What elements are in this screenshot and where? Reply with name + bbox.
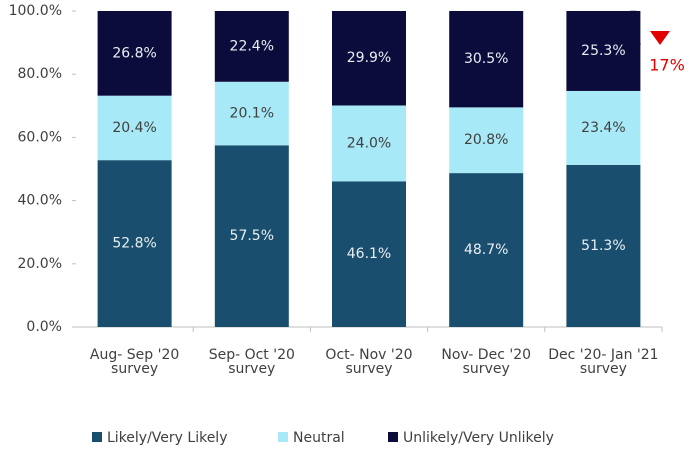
bar-segment: [214, 11, 289, 82]
bar-segment: [332, 181, 406, 327]
value-label: 24.0%: [347, 135, 391, 151]
x-tick-label: Aug- Sep '20: [90, 347, 179, 363]
y-tick-label: 0.0%: [26, 319, 62, 335]
value-label: 26.8%: [112, 45, 156, 61]
value-label: 20.8%: [464, 132, 508, 148]
value-label: 46.1%: [347, 246, 391, 262]
bar-segment: [332, 11, 406, 106]
x-tick-label: Sep- Oct '20: [209, 347, 295, 363]
value-label: 30.5%: [464, 51, 508, 67]
x-tick-label: Dec '20- Jan '21: [548, 347, 658, 363]
x-tick-label: survey: [345, 361, 392, 377]
legend-swatch: [388, 432, 398, 442]
bar-segment: [332, 105, 406, 182]
y-tick-label: 100.0%: [9, 3, 62, 19]
bar-segment: [97, 95, 172, 161]
y-tick-label: 40.0%: [18, 193, 62, 209]
value-label: 57.5%: [230, 228, 274, 244]
bar-segment: [214, 145, 289, 327]
down-arrow: [650, 31, 670, 45]
legend-swatch: [278, 432, 288, 442]
x-tick-label: survey: [228, 361, 275, 377]
x-tick-label: survey: [111, 361, 158, 377]
value-label: 25.3%: [581, 43, 625, 59]
y-tick-label: 20.0%: [18, 256, 62, 272]
y-tick-label: 80.0%: [18, 66, 62, 82]
value-label: 29.9%: [347, 50, 391, 66]
value-label: 52.8%: [112, 236, 156, 252]
bar-segment: [214, 81, 289, 146]
x-tick-label: survey: [580, 361, 627, 377]
x-tick-label: survey: [463, 361, 510, 377]
value-label: 23.4%: [581, 120, 625, 136]
bar-segment: [566, 90, 641, 165]
legend-swatch: [92, 432, 102, 442]
value-label: 20.1%: [230, 106, 274, 122]
x-tick-label: Nov- Dec '20: [441, 347, 531, 363]
bar-segment: [449, 173, 524, 327]
x-tick-label: Oct- Nov '20: [325, 347, 412, 363]
bar-segment: [566, 164, 641, 327]
value-label: 20.4%: [112, 120, 156, 136]
legend-label: Neutral: [293, 430, 345, 446]
bar-segment: [97, 160, 172, 327]
legend-label: Likely/Very Likely: [107, 430, 227, 446]
bar-segment: [566, 11, 641, 91]
value-label: 48.7%: [464, 242, 508, 258]
bar-segment: [97, 11, 172, 96]
y-tick-label: 60.0%: [18, 129, 62, 145]
value-label: 51.3%: [581, 238, 625, 254]
value-label: 22.4%: [230, 38, 274, 54]
legend-label: Unlikely/Very Unlikely: [403, 430, 554, 446]
bar-segment: [449, 11, 524, 108]
annotation: 17%: [649, 56, 685, 75]
bar-segment: [449, 107, 524, 174]
